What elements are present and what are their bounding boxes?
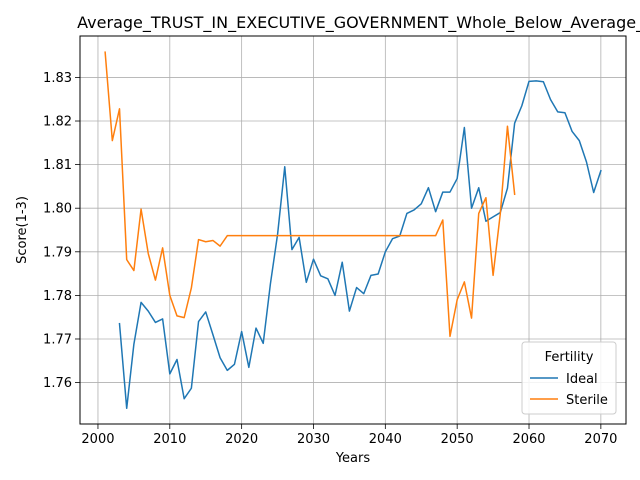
x-tick-label: 2050	[441, 432, 474, 447]
legend: Fertility Ideal Sterile	[522, 342, 616, 414]
chart-title: Average_TRUST_IN_EXECUTIVE_GOVERNMENT_Wh…	[77, 13, 640, 33]
x-tick-label: 2070	[584, 432, 617, 447]
x-tick-label: 2010	[153, 432, 186, 447]
y-tick-label: 1.77	[43, 332, 72, 347]
x-tick-label: 2060	[512, 432, 545, 447]
x-tick-label: 2030	[297, 432, 330, 447]
y-tick-label: 1.79	[43, 245, 72, 260]
y-tick-label: 1.78	[43, 289, 72, 304]
legend-label-sterile: Sterile	[566, 393, 608, 408]
legend-title: Fertility	[545, 350, 594, 365]
y-tick-label: 1.82	[43, 115, 72, 130]
legend-label-ideal: Ideal	[566, 372, 598, 387]
y-axis-label: Score(1-3)	[15, 196, 30, 264]
x-tick-label: 2040	[369, 432, 402, 447]
x-axis-label: Years	[335, 451, 371, 466]
y-tick-label: 1.81	[43, 158, 72, 173]
y-tick-label: 1.83	[43, 71, 72, 86]
y-tick-label: 1.76	[43, 376, 72, 391]
y-tick-label: 1.80	[43, 202, 72, 217]
x-tick-label: 2020	[225, 432, 258, 447]
x-tick-label: 2000	[81, 432, 114, 447]
